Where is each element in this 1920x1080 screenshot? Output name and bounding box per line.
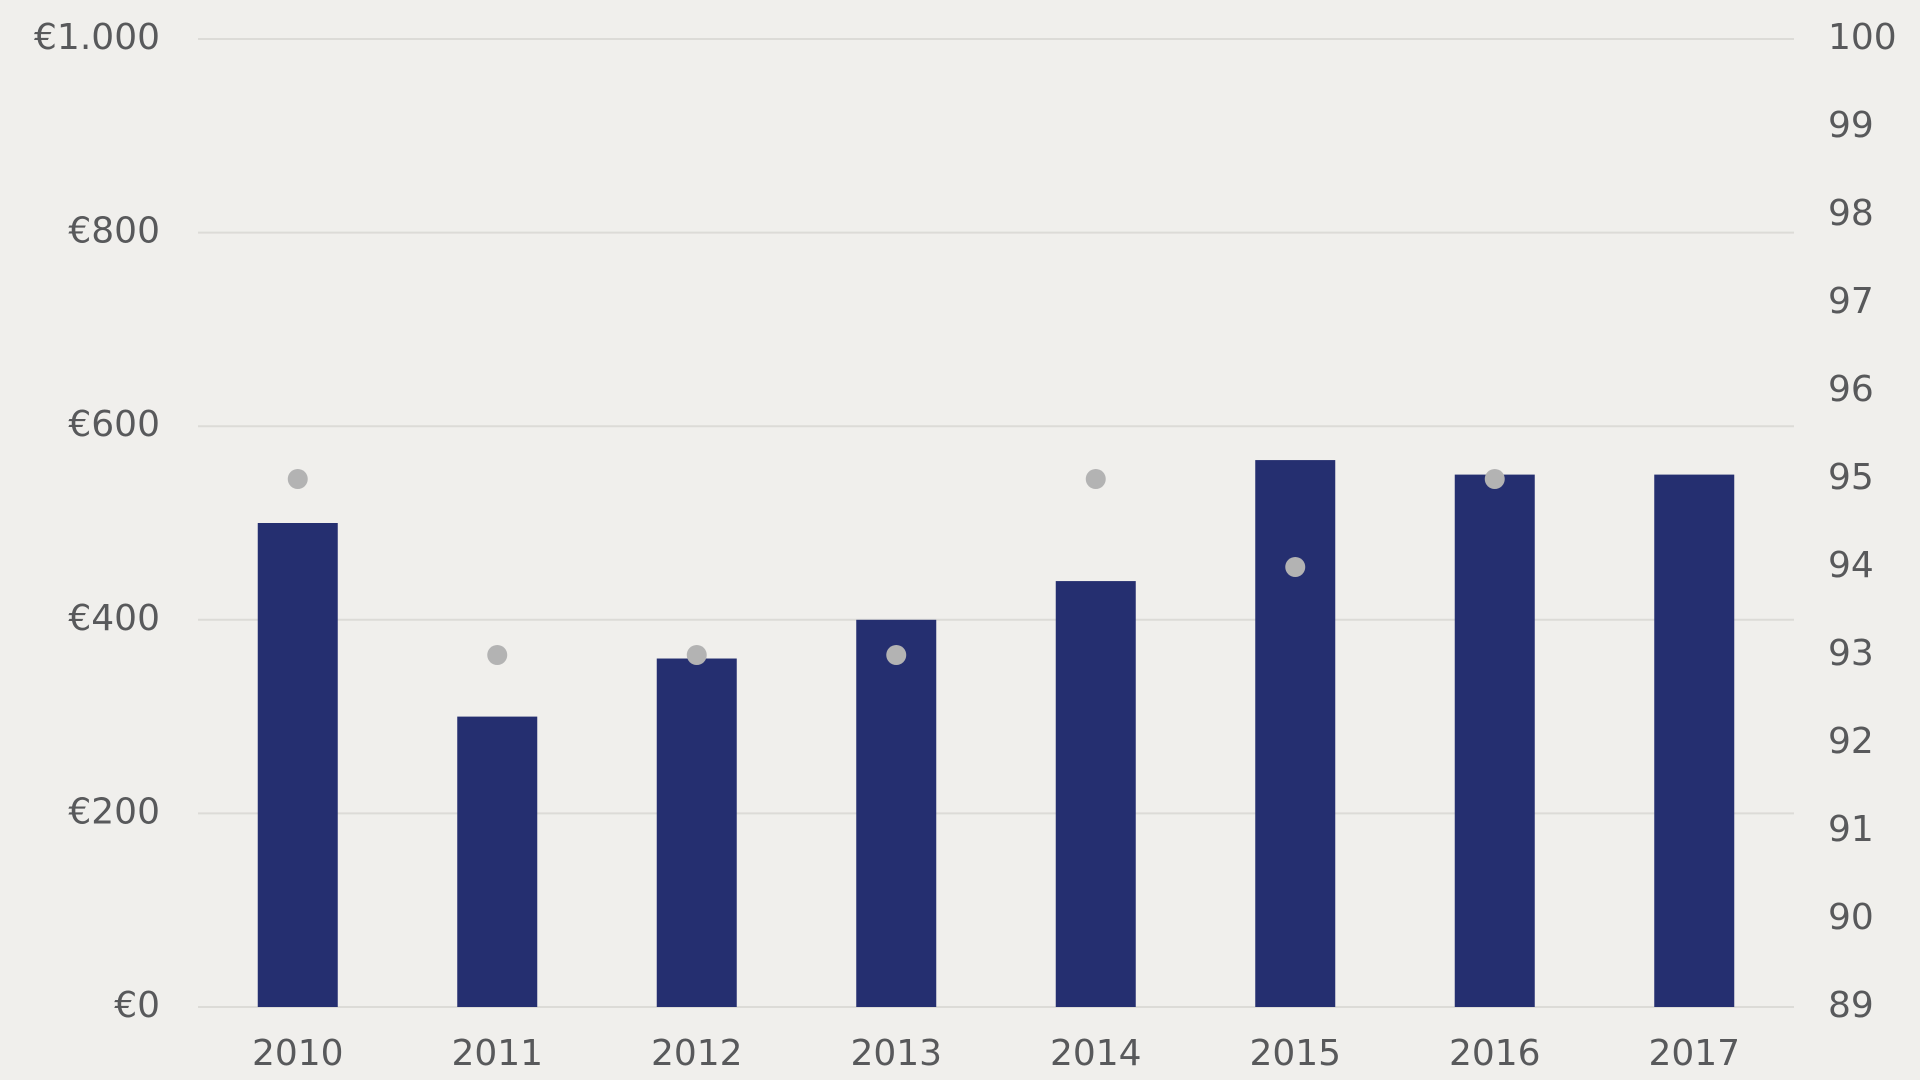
dot [487, 645, 508, 665]
y2-tick-label: 92 [1828, 721, 1874, 762]
x-tick-label: 2017 [1648, 1033, 1740, 1074]
y2-tick-label: 89 [1828, 985, 1874, 1026]
bar [1454, 474, 1535, 1008]
dot [1285, 557, 1306, 577]
y-tick-label: €600 [68, 404, 160, 445]
y2-tick-label: 90 [1828, 897, 1874, 938]
x-tick-label: 2010 [252, 1033, 344, 1074]
y2-tick-label: 94 [1828, 545, 1874, 586]
y2-tick-label: 96 [1828, 369, 1874, 410]
dot [1085, 469, 1106, 489]
x-tick-label: 2011 [451, 1033, 543, 1074]
bar [457, 716, 538, 1007]
y-tick-label: €400 [68, 598, 160, 639]
y2-tick-label: 99 [1828, 105, 1874, 146]
y2-tick-label: 98 [1828, 193, 1874, 234]
bar [856, 619, 937, 1007]
bar [656, 658, 737, 1007]
bar [1654, 474, 1735, 1008]
y-tick-label: €200 [68, 791, 160, 832]
bar [1055, 581, 1136, 1007]
bar [1255, 460, 1336, 1008]
dot [287, 469, 308, 489]
dot [1484, 469, 1505, 489]
x-tick-label: 2014 [1050, 1033, 1142, 1074]
dot [686, 645, 707, 665]
x-tick-label: 2015 [1249, 1033, 1341, 1074]
y2-tick-label: 95 [1828, 457, 1874, 498]
bar [257, 523, 338, 1007]
y2-tick-label: 100 [1828, 17, 1897, 58]
x-tick-label: 2013 [850, 1033, 942, 1074]
y-tick-label: €800 [68, 211, 160, 252]
y2-tick-label: 91 [1828, 809, 1874, 850]
y2-tick-label: 97 [1828, 281, 1874, 322]
y-tick-label: €1.000 [34, 17, 160, 58]
y-tick-label: €0 [114, 985, 160, 1026]
x-tick-label: 2016 [1449, 1033, 1541, 1074]
dot [886, 645, 907, 665]
x-tick-label: 2012 [651, 1033, 743, 1074]
y2-tick-label: 93 [1828, 633, 1874, 674]
